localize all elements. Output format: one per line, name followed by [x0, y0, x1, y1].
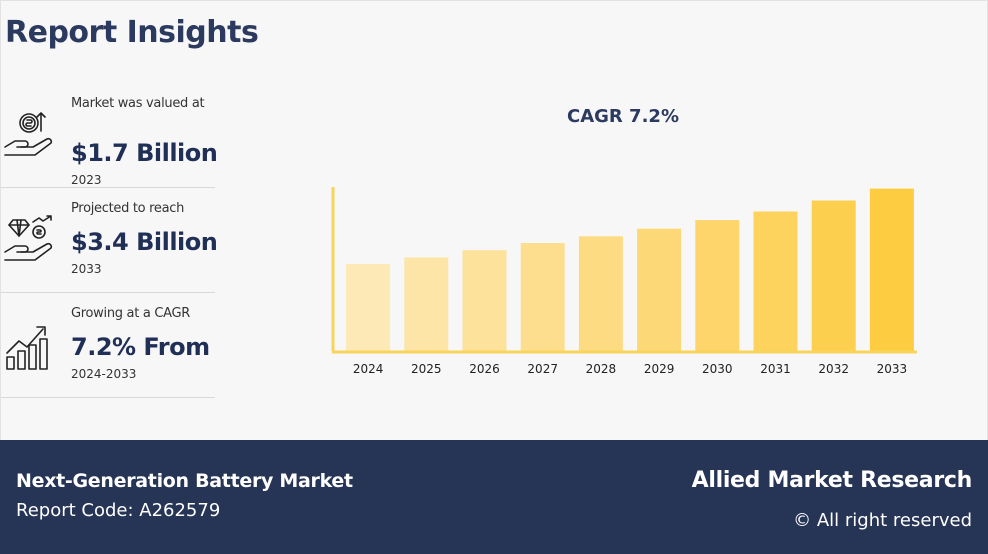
bar-2025	[404, 257, 449, 351]
bar-2027	[520, 243, 565, 351]
stat-label: Growing at a CAGR	[71, 306, 190, 321]
stat-market-value: Market was valued at $1.7 Billion 2023	[1, 83, 218, 188]
stat-year: 2024-2033	[71, 367, 137, 381]
stat-value: 7.2% From	[71, 333, 210, 361]
x-tick-label-2031: 2031	[760, 362, 791, 376]
stat-value: $3.4 Billion	[71, 228, 218, 256]
report-code: Report Code: A262579	[16, 500, 221, 521]
x-tick-label-2025: 2025	[411, 362, 442, 376]
stat-year: 2033	[71, 262, 102, 276]
x-tick-label-2024: 2024	[353, 362, 384, 376]
stat-label: Projected to reach	[71, 201, 185, 216]
key-stats-panel: Market was valued at $1.7 Billion 2023 P…	[1, 83, 218, 398]
footer-bar: Next-Generation Battery Market Report Co…	[0, 440, 988, 554]
stat-projection: Projected to reach $3.4 Billion 2033	[1, 188, 218, 293]
x-tick-label-2026: 2026	[469, 362, 500, 376]
money-hand-icon	[4, 112, 53, 156]
cagr-bar-chart: CAGR 7.2% 2024 2025 2026 2027 2028 2029 2030 20…	[331, 106, 917, 376]
bar-series	[346, 188, 914, 351]
bar-2029	[637, 228, 682, 351]
chart-title: CAGR 7.2%	[567, 106, 679, 127]
bar-2024	[346, 264, 391, 351]
copyright-notice: © All right reserved	[793, 510, 972, 531]
market-name: Next-Generation Battery Market	[16, 470, 353, 492]
x-axis-labels: 2024 2025 2026 2027 2028 2029 2030 2031 2032 2033	[353, 362, 907, 376]
bar-2028	[578, 236, 623, 351]
diamond-hand-icon	[4, 215, 53, 261]
page-title: Report Insights	[5, 15, 259, 50]
bar-2026	[462, 250, 507, 351]
x-tick-label-2032: 2032	[818, 362, 849, 376]
stat-year: 2023	[71, 173, 102, 187]
bar-2033	[869, 188, 914, 351]
stat-label: Market was valued at	[71, 96, 205, 111]
bar-2032	[811, 200, 856, 351]
bar-2030	[695, 220, 740, 351]
stat-value: $1.7 Billion	[71, 139, 218, 167]
x-tick-label-2027: 2027	[527, 362, 558, 376]
x-tick-label-2033: 2033	[877, 362, 908, 376]
growth-chart-icon	[6, 326, 48, 370]
bar-2031	[753, 211, 798, 351]
brand-name: Allied Market Research	[691, 468, 973, 493]
x-tick-label-2029: 2029	[644, 362, 675, 376]
x-tick-label-2030: 2030	[702, 362, 733, 376]
stat-cagr: Growing at a CAGR 7.2% From 2024-2033	[1, 293, 215, 398]
x-tick-label-2028: 2028	[586, 362, 617, 376]
